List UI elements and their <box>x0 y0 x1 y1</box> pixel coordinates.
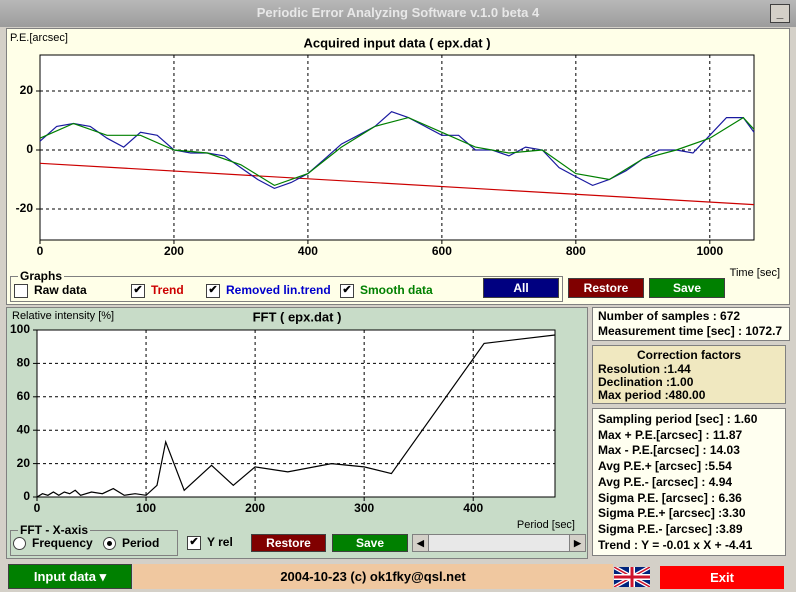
option-label: Smooth data <box>360 283 433 297</box>
info-panel: Number of samples : 672 Measurement time… <box>592 307 790 341</box>
input-data-label: Input data <box>33 569 96 584</box>
graphs-title: Graphs <box>18 269 65 283</box>
top-panel <box>6 28 790 305</box>
scrollbar[interactable]: ◀ ▶ <box>412 534 586 552</box>
fft-restore-button[interactable]: Restore <box>251 534 326 552</box>
title-bar <box>0 0 796 27</box>
scroll-right[interactable]: ▶ <box>569 535 585 551</box>
graph-option[interactable]: ✔ Smooth data <box>340 283 433 298</box>
fft-panel <box>6 307 588 559</box>
correction-line: Declination :1.00 <box>598 376 694 389</box>
checkbox[interactable]: ✔ <box>206 283 220 298</box>
option-label: Removed lin.trend <box>226 283 331 297</box>
checkbox[interactable] <box>14 283 28 298</box>
yrel-option[interactable]: ✔ Y rel <box>187 535 233 550</box>
option-label: Trend <box>151 283 184 297</box>
restore-button[interactable]: Restore <box>568 278 644 298</box>
stat-line: Sigma P.E.- [arcsec] :3.89 <box>598 521 743 536</box>
radio[interactable] <box>103 537 116 551</box>
stat-line: Max + P.E.[arcsec] : 11.87 <box>598 427 743 442</box>
correction-line: Resolution :1.44 <box>598 363 691 376</box>
graph-option[interactable]: ✔ Removed lin.trend <box>206 283 331 298</box>
input-data-button[interactable]: Input data ▾ <box>8 564 132 589</box>
all-button[interactable]: All <box>483 278 559 298</box>
scroll-left[interactable]: ◀ <box>413 535 429 551</box>
graph-option[interactable]: ✔ Trend <box>131 283 184 298</box>
stat-line: Sigma P.E. [arcsec] : 6.36 <box>598 490 742 505</box>
info-line: Measurement time [sec] : 1072.7 <box>598 324 783 338</box>
stat-line: Max - P.E.[arcsec] : 14.03 <box>598 443 740 458</box>
option-label: Y rel <box>207 535 233 549</box>
correction-line: Max period :480.00 <box>598 389 706 402</box>
stat-line: Sigma P.E.+ [arcsec] :3.30 <box>598 506 746 521</box>
radio-option[interactable]: Frequency <box>13 536 93 551</box>
window-title: Periodic Error Analyzing Software v.1.0 … <box>256 5 540 20</box>
exit-button[interactable]: Exit <box>660 566 784 589</box>
radio[interactable] <box>13 537 26 551</box>
stat-line: Avg P.E.+ [arcsec] :5.54 <box>598 459 732 474</box>
fft-axis-group <box>10 530 178 556</box>
option-label: Period <box>122 536 160 550</box>
radio-option[interactable]: Period <box>103 536 160 551</box>
minimize-button[interactable]: _ <box>770 4 790 23</box>
checkbox[interactable]: ✔ <box>187 535 201 550</box>
option-label: Raw data <box>34 283 87 297</box>
correction-title: Correction factors <box>636 348 742 362</box>
option-label: Frequency <box>32 536 93 550</box>
fft-axis-title: FFT - X-axis <box>18 523 91 537</box>
stats-panel: Sampling period [sec] : 1.60 Max + P.E.[a… <box>592 408 786 556</box>
checkbox[interactable]: ✔ <box>131 283 145 298</box>
stat-line: Trend : Y = -0.01 x X + -4.41 <box>598 537 753 552</box>
stat-line: Avg P.E.- [arcsec] : 4.94 <box>598 474 733 489</box>
footer-text: 2004-10-23 (c) ok1fky@qsl.net <box>280 569 466 584</box>
checkbox[interactable]: ✔ <box>340 283 354 298</box>
save-button[interactable]: Save <box>649 278 725 298</box>
graph-option[interactable]: Raw data <box>14 283 87 298</box>
graphs-group <box>10 276 563 302</box>
footer-bar <box>133 564 613 589</box>
correction-panel: Correction factors Resolution :1.44 Decl… <box>592 345 786 404</box>
stat-line: Sampling period [sec] : 1.60 <box>598 412 758 426</box>
fft-save-button[interactable]: Save <box>332 534 408 552</box>
flag-icon <box>614 567 650 587</box>
info-line: Number of samples : 672 <box>598 309 741 323</box>
